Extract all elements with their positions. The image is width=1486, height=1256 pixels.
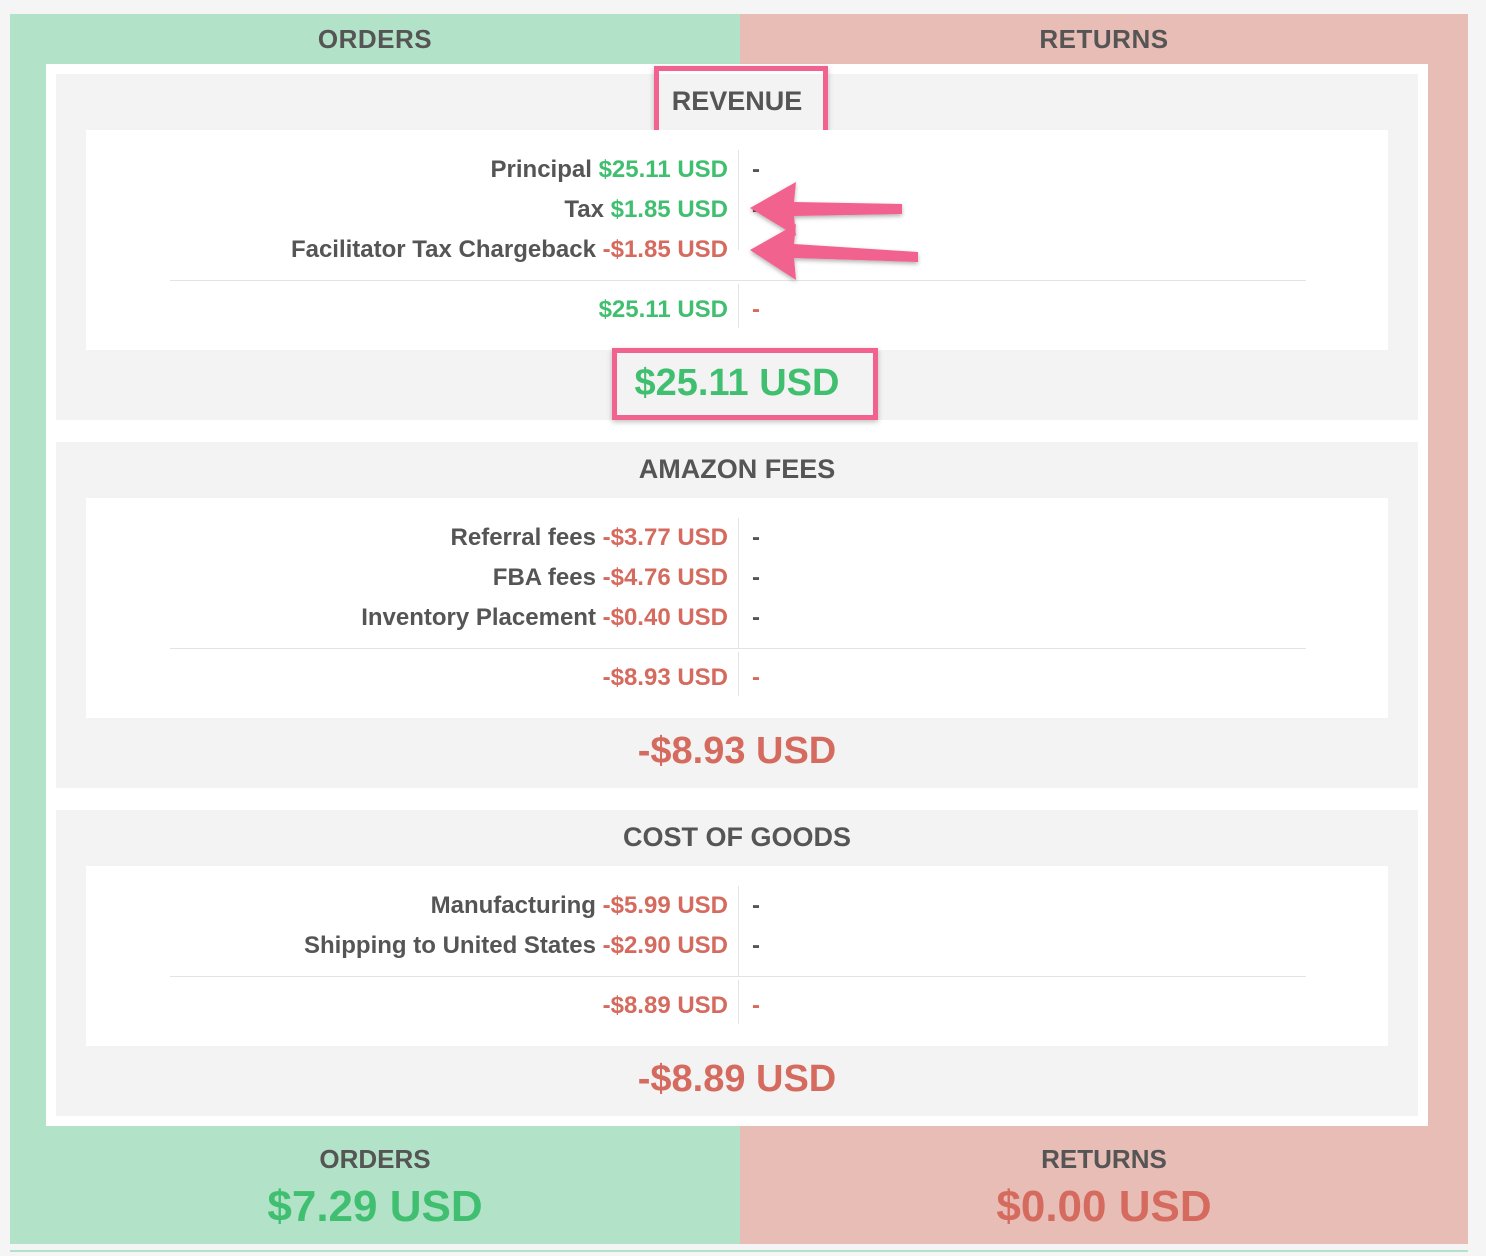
amazon-fees-details: Referral fees -$3.77 USD - FBA fees -$4.… <box>86 498 1388 718</box>
subtotal-value: $25.11 USD <box>598 296 728 323</box>
revenue-title: REVENUE <box>671 86 803 116</box>
revenue-subtotal-row: $25.11 USD - <box>86 290 1388 330</box>
cogs-subtotal-row: -$8.89 USD - <box>86 986 1388 1026</box>
row-returns: - <box>752 564 760 591</box>
row-label: Manufacturing <box>430 892 596 919</box>
revenue-row-principal: Principal $25.11 USD - <box>86 150 1388 190</box>
revenue-row-facilitator-tax: Facilitator Tax Chargeback -$1.85 USD - <box>86 230 1388 270</box>
orders-header: ORDERS <box>317 24 433 54</box>
divider <box>170 976 1306 977</box>
row-returns: - <box>752 932 760 959</box>
footer-returns-label: RETURNS <box>1041 1144 1167 1174</box>
footer-returns-total: $0.00 USD <box>996 1182 1212 1231</box>
row-label: Principal <box>490 156 592 183</box>
row-returns: - <box>752 156 760 183</box>
fees-row-inventory-placement: Inventory Placement -$0.40 USD - <box>86 598 1388 638</box>
breakdown-panel: REVENUE Principal $25.11 USD - Tax $1.8 <box>46 64 1428 1126</box>
divider <box>170 648 1306 649</box>
cost-of-goods-section: COST OF GOODS Manufacturing -$5.99 USD -… <box>56 810 1418 1116</box>
row-label: Tax <box>564 196 604 223</box>
cost-of-goods-total: -$8.89 USD <box>637 1058 837 1100</box>
revenue-total-highlight <box>612 348 878 420</box>
subtotal-value: -$8.89 USD <box>602 992 728 1019</box>
subtotal-value: -$8.93 USD <box>602 664 728 691</box>
row-value: -$5.99 USD <box>602 892 728 919</box>
arrow-left-icon <box>750 182 918 280</box>
revenue-title-highlight <box>654 66 828 136</box>
cogs-row-shipping: Shipping to United States -$2.90 USD - <box>86 926 1388 966</box>
revenue-total: $25.11 USD <box>634 362 840 404</box>
row-label: Inventory Placement <box>361 604 596 631</box>
row-label: Shipping to United States <box>303 932 596 959</box>
footer-orders-total: $7.29 USD <box>267 1182 483 1231</box>
amazon-fees-section: AMAZON FEES Referral fees -$3.77 USD - F… <box>56 442 1418 788</box>
row-value: $1.85 USD <box>610 196 728 223</box>
row-value: -$2.90 USD <box>602 932 728 959</box>
returns-header: RETURNS <box>1039 24 1169 54</box>
cogs-row-manufacturing: Manufacturing -$5.99 USD - <box>86 886 1388 926</box>
row-returns: - <box>752 524 760 551</box>
row-label: Referral fees <box>450 524 596 551</box>
row-returns: - <box>752 604 760 631</box>
fees-row-fba: FBA fees -$4.76 USD - <box>86 558 1388 598</box>
row-value: $25.11 USD <box>598 156 728 183</box>
footer-orders-label: ORDERS <box>319 1144 431 1174</box>
subtotal-returns: - <box>752 992 760 1019</box>
summary-frame: ORDERS RETURNS REVENUE Principal $25.11 … <box>10 14 1468 1244</box>
revenue-row-tax: Tax $1.85 USD - <box>86 190 1388 230</box>
fees-subtotal-row: -$8.93 USD - <box>86 658 1388 698</box>
cost-of-goods-title: COST OF GOODS <box>622 822 851 852</box>
subtotal-returns: - <box>752 664 760 691</box>
fees-row-referral: Referral fees -$3.77 USD - <box>86 518 1388 558</box>
row-returns: - <box>752 892 760 919</box>
revenue-section: REVENUE Principal $25.11 USD - Tax $1.8 <box>56 66 1418 420</box>
amazon-fees-total: -$8.93 USD <box>637 730 837 772</box>
row-label: Facilitator Tax Chargeback <box>290 236 596 263</box>
row-value: -$1.85 USD <box>602 236 728 263</box>
row-value: -$4.76 USD <box>602 564 728 591</box>
divider <box>170 280 1306 281</box>
bottom-divider <box>10 1250 1468 1252</box>
row-label: FBA fees <box>492 564 596 591</box>
amazon-fees-title: AMAZON FEES <box>638 454 836 484</box>
subtotal-returns: - <box>752 296 760 323</box>
row-value: -$3.77 USD <box>602 524 728 551</box>
revenue-details: Principal $25.11 USD - Tax $1.85 USD - F… <box>86 130 1388 350</box>
cost-of-goods-details: Manufacturing -$5.99 USD - Shipping to U… <box>86 866 1388 1046</box>
row-value: -$0.40 USD <box>602 604 728 631</box>
